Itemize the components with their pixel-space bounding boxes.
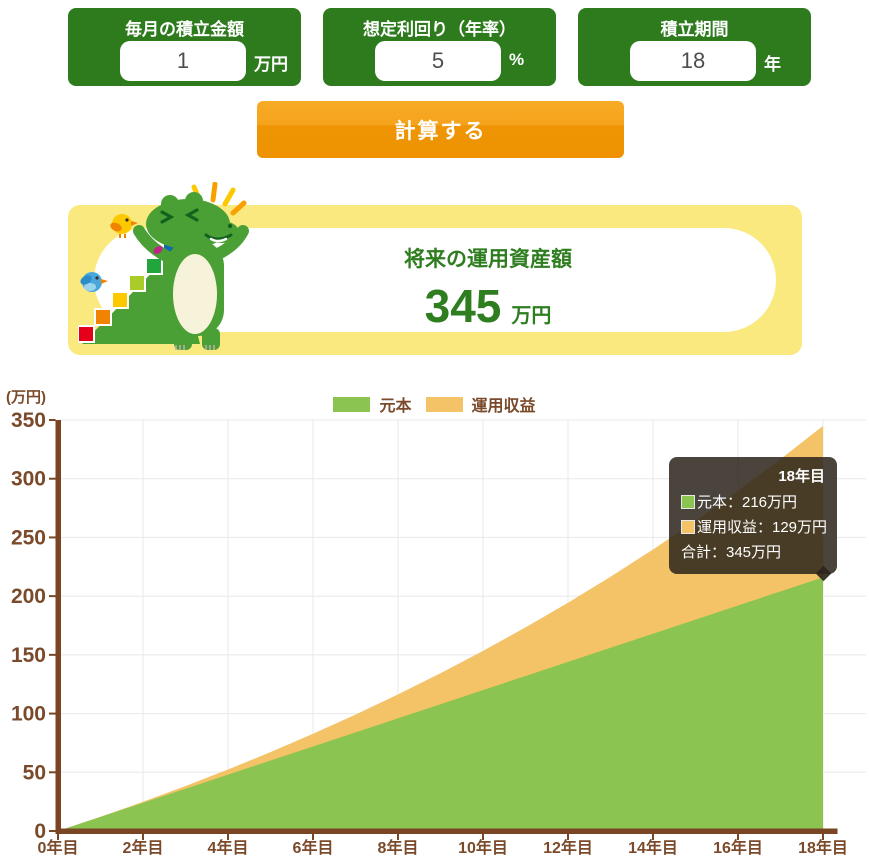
y-axis-unit-label: (万円) <box>6 389 46 406</box>
legend-label: 運用収益 <box>471 398 536 415</box>
growth-chart[interactable]: 0 50 100 150 200 250 300 350 0年目 2年目 4年目 6年目 8年目 10年目… <box>0 385 869 863</box>
accumulation-period-input[interactable] <box>630 41 756 81</box>
expected-yield-unit: % <box>509 50 525 69</box>
legend-item: 運用収益 <box>425 392 536 416</box>
y-tick-label: 150 <box>11 644 46 667</box>
y-tick-label: 350 <box>11 409 46 432</box>
y-tick-label: 200 <box>11 585 46 608</box>
x-tick-label: 0年目 <box>38 838 79 857</box>
tooltip-swatch <box>681 520 695 534</box>
legend-swatch <box>333 396 371 412</box>
accumulation-period-label: 積立期間 <box>660 20 729 39</box>
y-tick-label: 250 <box>11 526 46 549</box>
legend-item: 元本 <box>333 392 412 416</box>
x-tick-label: 10年目 <box>458 838 508 857</box>
result-card: 将来の運用資産額 345 万円 <box>68 182 802 355</box>
chart-tooltip: 18年目 元本：216万円 運用収益：129万円合計：345万円 <box>669 457 837 574</box>
x-tick-label: 12年目 <box>543 838 593 857</box>
calculate-button[interactable]: 計算する <box>257 101 624 158</box>
y-tick-label: 0 <box>34 820 46 843</box>
y-tick-label: 50 <box>23 761 46 784</box>
expected-yield-label: 想定利回り（年率） <box>363 20 516 39</box>
result-content: 将来の運用資産額 345 万円 <box>238 205 738 355</box>
x-tick-label: 6年目 <box>293 838 334 857</box>
result-amount-unit: 万円 <box>511 305 552 327</box>
x-tick-label: 16年目 <box>713 838 763 857</box>
result-amount: 345 <box>424 280 502 332</box>
tooltip-row: 合計：345万円 <box>681 544 782 561</box>
crocodile-climbing-stairs-icon <box>78 182 249 350</box>
monthly-amount-panel: 毎月の積立金額万円 <box>68 8 301 86</box>
x-tick-label: 4年目 <box>208 838 249 857</box>
y-tick-label: 300 <box>11 468 46 491</box>
legend-label: 元本 <box>379 398 412 415</box>
x-tick-label: 18年目 <box>798 838 848 857</box>
tooltip-swatch <box>681 495 695 509</box>
result-title: 将来の運用資産額 <box>404 248 572 271</box>
monthly-amount-unit: 万円 <box>254 55 288 74</box>
monthly-amount-input[interactable] <box>120 41 246 81</box>
x-tick-label: 2年目 <box>123 838 164 857</box>
tooltip-row: 運用収益：129万円 <box>681 515 827 540</box>
principal-area <box>58 577 823 831</box>
y-axis-line <box>55 420 61 834</box>
legend-swatch <box>425 396 463 412</box>
accumulation-period-panel: 積立期間年 <box>578 8 811 86</box>
x-tick-label: 14年目 <box>628 838 678 857</box>
x-axis-line <box>55 828 838 834</box>
growth-chart-section: (万円) 元本 運用収益 0 50 100 150 200 250 300 350 0年目 2年目 4… <box>0 385 869 863</box>
accumulation-period-unit: 年 <box>764 55 781 74</box>
expected-yield-input[interactable] <box>375 41 501 81</box>
chart-legend: 元本 運用収益 <box>0 392 869 416</box>
tooltip-title: 18年目 <box>778 468 825 485</box>
expected-yield-panel: 想定利回り（年率）% <box>323 8 556 86</box>
x-tick-label: 8年目 <box>378 838 419 857</box>
tooltip-row: 元本：216万円 <box>681 490 825 515</box>
monthly-amount-label: 毎月の積立金額 <box>125 20 244 39</box>
y-tick-label: 100 <box>11 703 46 726</box>
